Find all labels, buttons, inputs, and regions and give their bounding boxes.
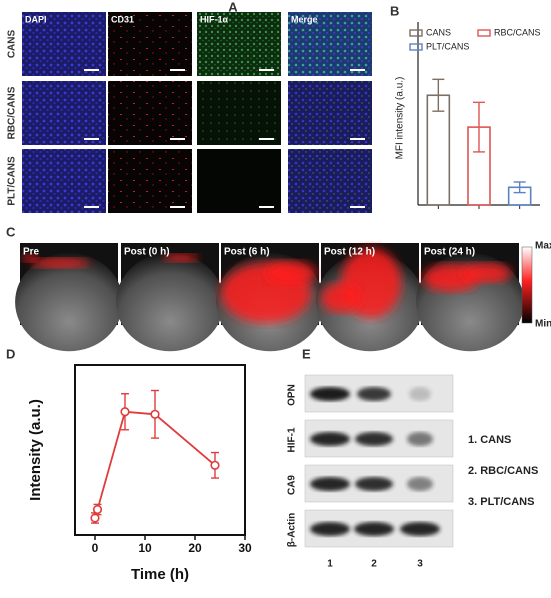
micrograph: [288, 149, 372, 213]
error-bar: [473, 101, 485, 153]
blot-legend: 3. PLT/CANS: [468, 496, 534, 508]
protein-label: β-Actin: [287, 513, 298, 547]
contrast-signal: [266, 261, 316, 285]
protein-label: OPN: [287, 384, 298, 406]
contrast-signal: [321, 283, 361, 313]
micrograph: [22, 149, 106, 213]
y-axis-title: Intensity (a.u.): [27, 399, 44, 501]
micrograph: [197, 81, 281, 145]
x-axis-title: Time (h): [131, 566, 189, 583]
band: [310, 387, 350, 401]
timepoint-label: Post (12 h): [324, 247, 375, 258]
micrograph: [108, 81, 192, 145]
band: [355, 477, 393, 491]
legend-swatch: [477, 29, 491, 37]
x-tick-label: 0: [92, 541, 99, 555]
lane-label: 1: [327, 559, 333, 570]
panel-label: C: [6, 224, 16, 239]
band: [354, 522, 394, 536]
marker: [92, 504, 103, 515]
tissue: [15, 252, 123, 352]
tissue: [116, 252, 224, 352]
contrast-signal: [22, 254, 38, 262]
timepoint-label: Post (24 h): [424, 247, 475, 258]
lane-label: 3: [417, 559, 423, 570]
timepoint-label: Post (6 h): [224, 247, 270, 258]
x-tick-label: 20: [188, 541, 202, 555]
band: [357, 387, 391, 401]
timepoint-label: Pre: [23, 247, 40, 258]
micrograph: [197, 12, 281, 76]
x-tick-label: 30: [238, 541, 252, 555]
legend-label: RBC/CANS: [494, 27, 541, 37]
lane-label: 2: [371, 559, 377, 570]
y-axis-title: MFI intensity (a.u.): [395, 77, 406, 160]
legend-swatch: [409, 29, 423, 37]
column-label: DAPI: [25, 14, 47, 24]
band: [310, 477, 350, 491]
error-bar: [432, 78, 445, 112]
band: [310, 522, 350, 536]
micrograph: [22, 12, 106, 76]
row-label: PLT/CANS: [7, 156, 18, 206]
band: [409, 387, 431, 401]
contrast-signal: [461, 263, 511, 283]
panel-label: B: [390, 3, 399, 18]
protein-label: CA9: [287, 475, 298, 495]
micrograph: [108, 12, 192, 76]
legend-label: CANS: [426, 27, 451, 37]
band: [310, 432, 350, 446]
blot-legend: 2. RBC/CANS: [468, 465, 538, 477]
colorbar: [521, 246, 533, 324]
colorbar-max: Max: [535, 241, 551, 252]
row-label: CANS: [7, 30, 18, 59]
marker: [150, 409, 160, 419]
micrograph: [288, 81, 372, 145]
legend-swatch: [409, 43, 423, 51]
legend-label: PLT/CANS: [426, 41, 469, 51]
panel-label: E: [302, 346, 311, 361]
micrograph: [197, 149, 281, 213]
band: [355, 432, 393, 446]
band: [407, 477, 433, 491]
timepoint-label: Post (0 h): [124, 247, 170, 258]
plot-frame: [74, 364, 246, 536]
marker: [120, 407, 130, 417]
micrograph: [22, 81, 106, 145]
band: [407, 432, 433, 446]
row-label: RBC/CANS: [7, 86, 18, 139]
column-label: CD31: [111, 14, 134, 24]
colorbar-min: Min: [535, 319, 551, 330]
contrast-signal: [163, 254, 199, 262]
x-tick-label: 10: [138, 541, 152, 555]
column-label: Merge: [291, 14, 318, 24]
panel-label: A: [228, 0, 238, 14]
blot-legend: 1. CANS: [468, 434, 511, 446]
micrograph: [288, 12, 372, 76]
marker: [90, 513, 100, 523]
band: [400, 522, 440, 536]
protein-label: HIF-1: [287, 427, 298, 452]
contrast-signal: [30, 258, 90, 268]
panel-label: D: [6, 346, 15, 361]
micrograph: [108, 149, 192, 213]
column-label: HIF-1α: [200, 14, 229, 24]
marker: [210, 460, 220, 470]
error-bar: [513, 181, 526, 194]
